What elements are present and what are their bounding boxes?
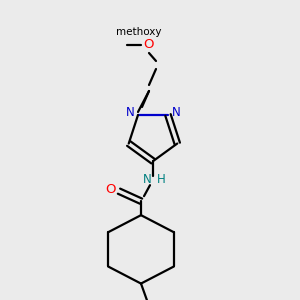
Text: N: N: [126, 106, 134, 118]
Text: H: H: [157, 173, 165, 186]
Text: O: O: [144, 38, 154, 52]
Text: O: O: [106, 183, 116, 196]
Text: N: N: [142, 173, 152, 186]
Text: N: N: [172, 106, 180, 118]
Text: methoxy: methoxy: [116, 27, 162, 37]
